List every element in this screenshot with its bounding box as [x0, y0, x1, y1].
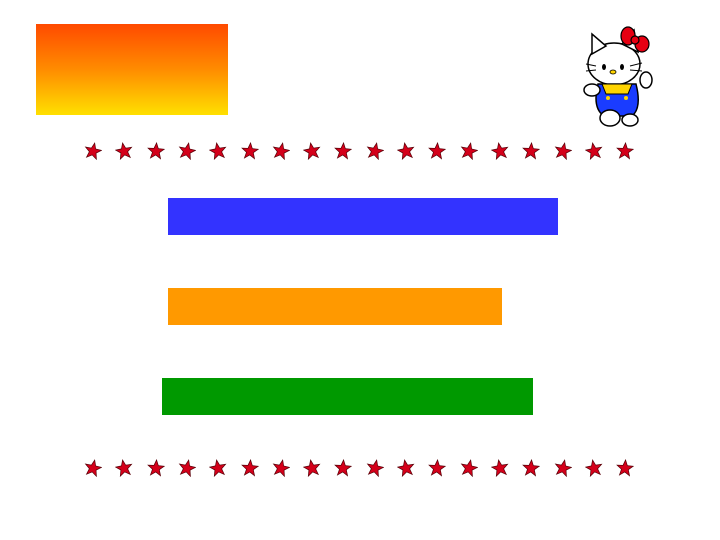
red-star-icon — [554, 459, 572, 477]
red-star-icon — [460, 142, 478, 160]
red-star-icon — [240, 142, 259, 160]
red-star-icon — [272, 142, 290, 160]
red-star-icon — [84, 459, 102, 477]
orange-bar — [168, 288, 502, 325]
red-star-icon — [460, 459, 478, 477]
red-star-icon — [522, 459, 541, 477]
gradient-block — [36, 24, 228, 115]
red-star-icon — [303, 142, 321, 160]
red-star-icon — [84, 142, 102, 160]
red-star-icon — [490, 142, 509, 160]
red-star-icon — [397, 142, 415, 160]
red-star-icon — [428, 142, 447, 160]
green-bar — [162, 378, 533, 415]
red-star-icon — [272, 459, 290, 477]
red-star-icon — [584, 142, 603, 160]
red-star-icon — [366, 459, 384, 477]
red-star-icon — [115, 142, 133, 160]
red-star-icon — [584, 459, 603, 477]
red-star-icon — [240, 459, 259, 477]
red-star-icon — [334, 142, 353, 160]
red-star-icon — [554, 142, 572, 160]
red-star-icon — [428, 459, 447, 477]
red-star-icon — [366, 142, 384, 160]
red-star-icon — [146, 142, 165, 160]
top-star-row — [84, 142, 644, 162]
bottom-star-row — [84, 459, 644, 479]
red-star-icon — [490, 459, 509, 477]
blue-bar — [168, 198, 558, 235]
red-star-icon — [115, 459, 133, 477]
hello-kitty-icon — [583, 26, 653, 127]
red-star-icon — [334, 459, 353, 477]
red-star-icon — [209, 459, 227, 477]
red-star-icon — [303, 459, 321, 477]
red-star-icon — [522, 142, 541, 160]
red-star-icon — [616, 459, 635, 477]
red-star-icon — [178, 142, 196, 160]
red-star-icon — [146, 459, 165, 477]
red-star-icon — [178, 459, 196, 477]
red-star-icon — [397, 459, 415, 477]
red-star-icon — [209, 142, 227, 160]
red-star-icon — [616, 142, 635, 160]
